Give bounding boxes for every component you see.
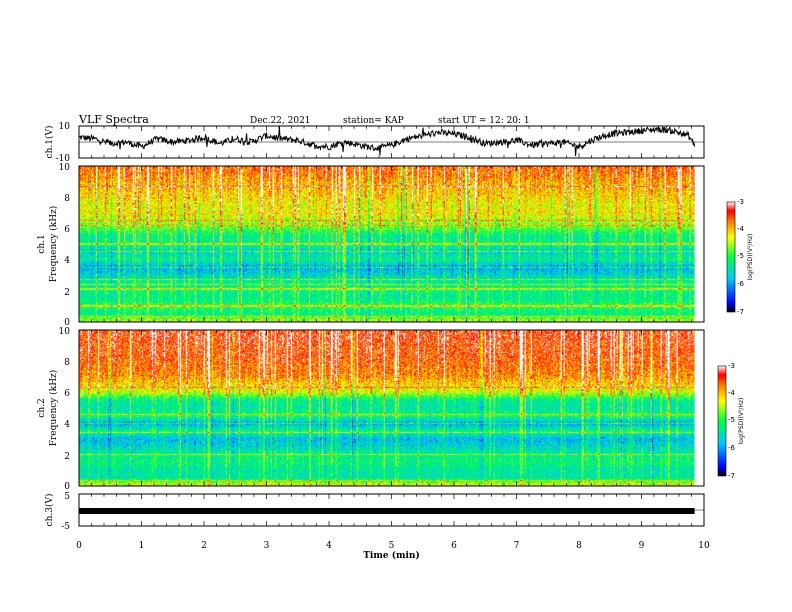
xtick-0: 0: [76, 541, 82, 551]
ch1-ylabel: ch.1(V): [44, 126, 55, 159]
xtick-10: 10: [698, 541, 710, 551]
xtick-4: 4: [326, 541, 332, 551]
date-label: Dec.22, 2021: [250, 116, 311, 126]
ch1-trace: [78, 125, 696, 157]
ch2-spectrogram-panel: 10 8 6 4 2 0 ch.2 Frequency (kHz): [37, 327, 705, 492]
ch2-cb-tick-m6: -6: [728, 444, 736, 452]
ch2-spectrogram-frame: [78, 329, 705, 487]
ch1-cb-tick-m4: -4: [737, 225, 745, 233]
ch1-spec-ytick-0: 0: [64, 318, 70, 328]
xtick-1: 1: [139, 541, 145, 551]
ch1-spectrogram-panel: 10 8 6 4 2 0 ch.1 Frequency (kHz): [37, 163, 705, 328]
ch2-colorbar-frame: [717, 365, 727, 477]
ch2-spec-ylabel-channel: ch.2: [37, 398, 47, 417]
ch2-colorbar-label: log(PSD)(V²/Hz): [738, 398, 745, 445]
ch1-spec-ytick-2: 2: [64, 288, 70, 298]
ch3-frame: [78, 493, 705, 527]
ch1-spec-ytick-8: 8: [64, 194, 70, 204]
ch1-spectrogram-image: [79, 166, 695, 322]
xtick-2: 2: [201, 541, 207, 551]
ch2-colorbar-fill: [718, 366, 726, 476]
ch1-ytick-top: 10: [59, 122, 71, 132]
ch1-spec-ylabel-channel: ch.1: [37, 234, 47, 253]
ch3-trace: [79, 508, 695, 514]
ch2-colorbar: -3 -4 -5 -6 -7 log(PSD)(V²/Hz): [717, 362, 745, 480]
ch2-spec-ytick-4: 4: [64, 420, 70, 430]
ch1-cb-tick-m5: -5: [737, 252, 744, 260]
ch2-cb-tick-m7: -7: [728, 472, 735, 480]
ch2-spec-ytick-0: 0: [64, 482, 70, 492]
ch3-waveform-panel: 5 -5 ch.3(V): [44, 492, 705, 532]
figure-title: VLF Spectra: [78, 113, 149, 126]
ch2-spec-ytick-8: 8: [64, 358, 70, 368]
ch3-ylabel: ch.3(V): [44, 494, 55, 527]
ch2-spec-ytick-6: 6: [64, 389, 70, 399]
x-axis: 0 1 2 3 4 5 6 7 8 9 10 Time (min): [76, 541, 710, 561]
ch1-colorbar: -3 -4 -5 -6 -7 log(PSD)(V²/Hz): [726, 198, 754, 316]
ch1-spec-ytick-10: 10: [59, 163, 71, 173]
ch2-spec-ytick-2: 2: [64, 452, 70, 462]
ch2-spec-ytick-10: 10: [59, 327, 71, 337]
ch1-waveform-panel: 10 -10 ch.1(V): [44, 122, 705, 164]
ch1-colorbar-label: log(PSD)(V²/Hz): [747, 234, 754, 281]
ch1-colorbar-frame: [726, 201, 736, 313]
station-label: station= KAP: [343, 116, 404, 126]
xtick-6: 6: [451, 541, 457, 551]
x-axis-label: Time (min): [363, 550, 420, 561]
ch1-spec-ytick-4: 4: [64, 256, 70, 266]
xtick-9: 9: [639, 541, 645, 551]
xtick-7: 7: [514, 541, 520, 551]
ch2-spec-ylabel: Frequency (kHz): [48, 370, 59, 447]
start-time-label: start UT = 12: 20: 1: [438, 116, 530, 126]
ch2-cb-tick-m3: -3: [728, 362, 735, 370]
xtick-5: 5: [389, 541, 395, 551]
ch1-colorbar-fill: [727, 202, 735, 312]
ch2-spectrogram-image: [79, 330, 695, 486]
ch2-cb-tick-m5: -5: [728, 416, 735, 424]
ch1-cb-tick-m7: -7: [737, 308, 744, 316]
ch1-spec-ytick-6: 6: [64, 225, 70, 235]
xtick-8: 8: [576, 541, 582, 551]
ch1-frame: [78, 125, 705, 159]
ch3-ytick-bottom: -5: [61, 522, 70, 532]
ch1-cb-tick-m3: -3: [737, 198, 744, 206]
ch1-spectrogram-frame: [78, 165, 705, 323]
ch1-ytick-bottom: -10: [56, 154, 71, 164]
ch1-cb-tick-m6: -6: [737, 280, 745, 288]
ch2-cb-tick-m4: -4: [728, 389, 736, 397]
ch1-spec-ylabel: Frequency (kHz): [48, 206, 59, 283]
xtick-3: 3: [264, 541, 270, 551]
ch3-ytick-top: 5: [64, 492, 70, 502]
